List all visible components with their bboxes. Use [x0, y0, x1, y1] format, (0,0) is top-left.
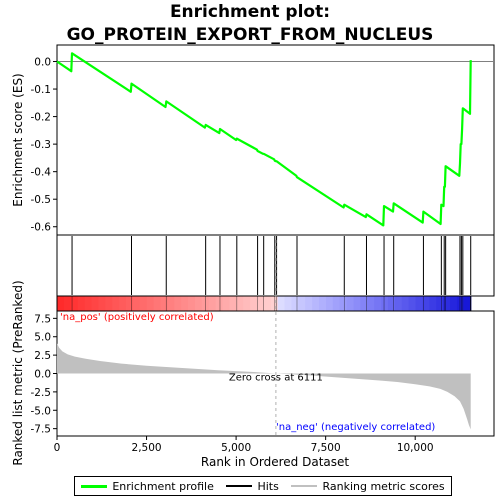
gradient-segment: [119, 296, 126, 311]
x-tick-label: 10,000: [397, 442, 434, 454]
gradient-segment: [188, 296, 195, 311]
gradient-segment: [291, 296, 298, 311]
gradient-segment: [409, 296, 416, 311]
gradient-segment: [402, 296, 409, 311]
es-frame: [57, 45, 494, 235]
x-tick-label: 5,000: [221, 442, 251, 454]
gradient-segment: [181, 296, 188, 311]
gradient-segment: [278, 296, 285, 311]
gradient-segment: [250, 296, 257, 311]
gradient-segment: [160, 296, 167, 311]
positive-label: 'na_pos' (positively correlated): [60, 312, 214, 323]
gradient-segment: [78, 296, 85, 311]
legend-hits-label: Hits: [257, 480, 278, 493]
gradient-segment: [236, 296, 243, 311]
gradient-segment: [264, 296, 271, 311]
legend-metric-swatch: [291, 485, 317, 487]
gradient-segment: [85, 296, 92, 311]
es-tick-label: -0.1: [31, 84, 52, 96]
gradient-segment: [312, 296, 319, 311]
gradient-segment: [381, 296, 388, 311]
es-tick-label: 0.0: [34, 57, 51, 69]
gradient-segment: [112, 296, 119, 311]
gradient-segment: [319, 296, 326, 311]
gradient-segment: [333, 296, 340, 311]
gradient-segment: [174, 296, 181, 311]
zero-cross-label: Zero cross at 6111: [229, 373, 323, 384]
legend-item-profile: Enrichment profile: [81, 480, 214, 493]
es-panel: 0.0 -0.1 -0.2 -0.3 -0.4 -0.5 -0.6: [31, 45, 495, 235]
gradient-segment: [367, 296, 374, 311]
gradient-segment: [429, 296, 436, 311]
rank-y-axis-label: Ranked list metric (PreRanked): [11, 280, 25, 465]
es-y-ticks: 0.0 -0.1 -0.2 -0.3 -0.4 -0.5 -0.6: [31, 57, 58, 234]
legend: Enrichment profile Hits Ranking metric s…: [74, 476, 452, 496]
es-y-axis-label: Enrichment score (ES): [11, 73, 25, 206]
gradient-segment: [285, 296, 292, 311]
legend-item-hits: Hits: [226, 480, 278, 493]
x-axis-ticks: 0 2,500 5,000 7,500 10,000: [54, 436, 434, 454]
gradient-segment: [436, 296, 443, 311]
gradient-segment: [91, 296, 98, 311]
gradient-segment: [105, 296, 112, 311]
legend-profile-swatch: [81, 485, 107, 488]
x-tick-label: 2,500: [132, 442, 162, 454]
gradient-segment: [126, 296, 133, 311]
gradient-segment: [140, 296, 147, 311]
gradient-segment: [416, 296, 423, 311]
metric-y-ticks: 7.5 5.0 2.5 0.0 -2.5 -5.0 -7.5: [31, 313, 58, 435]
x-tick-label: 7,500: [311, 442, 341, 454]
gradient-segment: [229, 296, 236, 311]
es-tick-label: -0.3: [31, 139, 52, 151]
gradient-segment: [298, 296, 305, 311]
gradient-segment: [167, 296, 174, 311]
es-tick-label: -0.2: [31, 112, 52, 124]
metric-tick-label: -7.5: [31, 424, 52, 436]
gradient-segment: [133, 296, 140, 311]
rank-gradient-bar: [57, 296, 471, 311]
gradient-segment: [64, 296, 71, 311]
es-tick-label: -0.5: [31, 194, 52, 206]
gradient-segment: [326, 296, 333, 311]
gradient-segment: [222, 296, 229, 311]
gradient-segment: [395, 296, 402, 311]
chart-title-line1: Enrichment plot:: [170, 2, 330, 22]
negative-label: 'na_neg' (negatively correlated): [276, 422, 435, 433]
gradient-segment: [147, 296, 154, 311]
gradient-segment: [340, 296, 347, 311]
metric-tick-label: -2.5: [31, 387, 52, 399]
metric-tick-label: 5.0: [34, 332, 51, 344]
gradient-segment: [257, 296, 264, 311]
gradient-segment: [374, 296, 381, 311]
metric-tick-label: 0.0: [34, 369, 51, 381]
gradient-segment: [305, 296, 312, 311]
gradient-segment: [57, 296, 64, 311]
gradient-segment: [464, 296, 471, 311]
legend-hits-swatch: [226, 485, 252, 487]
gradient-segment: [154, 296, 161, 311]
legend-metric-label: Ranking metric scores: [322, 480, 444, 493]
metric-tick-label: -5.0: [31, 405, 52, 417]
x-tick-label: 0: [54, 442, 61, 454]
gradient-segment: [353, 296, 360, 311]
chart-title-line2: GO_PROTEIN_EXPORT_FROM_NUCLEUS: [67, 25, 434, 45]
metric-tick-label: 7.5: [34, 313, 51, 325]
gradient-segment: [243, 296, 250, 311]
gradient-segment: [216, 296, 223, 311]
x-axis-label: Rank in Ordered Dataset: [201, 455, 349, 469]
gradient-segment: [209, 296, 216, 311]
gradient-segment: [457, 296, 464, 311]
es-tick-label: -0.6: [31, 222, 52, 234]
gradient-segment: [347, 296, 354, 311]
metric-tick-label: 2.5: [34, 350, 51, 362]
legend-item-metric: Ranking metric scores: [291, 480, 444, 493]
gradient-segment: [98, 296, 105, 311]
gradient-segment: [450, 296, 457, 311]
gradient-segment: [195, 296, 202, 311]
es-tick-label: -0.4: [31, 167, 52, 179]
legend-profile-label: Enrichment profile: [112, 480, 214, 493]
gradient-segment: [388, 296, 395, 311]
